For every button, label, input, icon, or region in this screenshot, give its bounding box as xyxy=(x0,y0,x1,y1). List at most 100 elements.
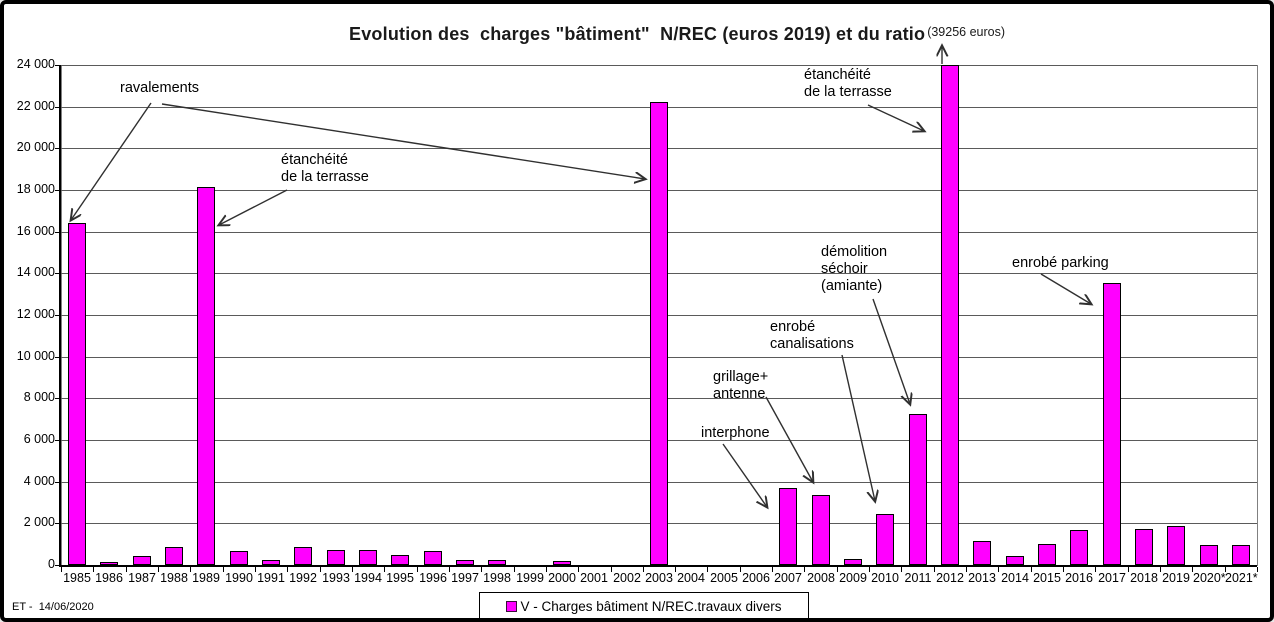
annotation-etancheite-terrasse-2012: étanchéité de la terrasse xyxy=(804,67,892,100)
x-axis-tick xyxy=(869,567,870,572)
x-axis-label-1989: 1989 xyxy=(192,571,220,585)
annotation-ravalements: ravalements xyxy=(120,80,199,96)
legend-series-marker-icon xyxy=(506,600,518,612)
x-axis-label-2010: 2010 xyxy=(871,571,899,585)
x-axis-label-2018: 2018 xyxy=(1130,571,1158,585)
bar-1987 xyxy=(133,556,151,565)
bar-1989 xyxy=(197,187,215,565)
x-axis-label-2016: 2016 xyxy=(1065,571,1093,585)
bar-2018 xyxy=(1135,529,1153,565)
x-axis-tick xyxy=(1128,567,1129,572)
x-axis-tick xyxy=(675,567,676,572)
x-axis-tick xyxy=(1095,567,1096,572)
x-axis-tick xyxy=(320,567,321,572)
x-axis-tick xyxy=(514,567,515,572)
x-axis-label-1990: 1990 xyxy=(225,571,253,585)
bar-2013 xyxy=(973,541,991,565)
x-axis-label-1997: 1997 xyxy=(451,571,479,585)
bar-2016 xyxy=(1070,530,1088,565)
y-axis-tick-20000 xyxy=(55,148,61,149)
y-axis-label-20000: 20 000 xyxy=(16,140,55,154)
y-axis-label-24000: 24 000 xyxy=(16,57,55,71)
x-axis-tick xyxy=(126,567,127,572)
bar-2000 xyxy=(553,561,571,565)
x-axis-tick xyxy=(158,567,159,572)
x-axis-tick xyxy=(707,567,708,572)
y-axis-tick-2000 xyxy=(55,523,61,524)
y-axis-label-0: 0 xyxy=(48,557,55,571)
x-axis-label-2008: 2008 xyxy=(807,571,835,585)
x-axis-label-2009: 2009 xyxy=(839,571,867,585)
bar-2008 xyxy=(812,495,830,565)
bar-2010 xyxy=(876,514,894,565)
annotation-interphone: interphone xyxy=(701,425,770,441)
y-axis-label-10000: 10 000 xyxy=(16,349,55,363)
y-axis-tick-0 xyxy=(55,565,61,566)
x-axis-label-1991: 1991 xyxy=(257,571,285,585)
x-axis-label-1988: 1988 xyxy=(160,571,188,585)
bar-1988 xyxy=(165,547,183,565)
x-axis-label-2006: 2006 xyxy=(742,571,770,585)
x-axis-label-2002: 2002 xyxy=(613,571,641,585)
y-axis-label-22000: 22 000 xyxy=(16,99,55,113)
y-axis-tick-14000 xyxy=(55,273,61,274)
annotation-enrobe-parking: enrobé parking xyxy=(1012,255,1109,271)
x-axis-label-1993: 1993 xyxy=(322,571,350,585)
x-axis-label-2007: 2007 xyxy=(774,571,802,585)
x-axis-tick xyxy=(901,567,902,572)
x-axis-label-2020*: 2020* xyxy=(1193,571,1226,585)
x-axis-tick xyxy=(223,567,224,572)
x-axis-label-2005: 2005 xyxy=(710,571,738,585)
x-axis-tick xyxy=(417,567,418,572)
y-axis-tick-10000 xyxy=(55,357,61,358)
y-axis-label-2000: 2 000 xyxy=(23,515,55,529)
y-axis-tick-4000 xyxy=(55,482,61,483)
x-axis-label-2019: 2019 xyxy=(1162,571,1190,585)
x-axis-label-2000: 2000 xyxy=(548,571,576,585)
annotation-etancheite-terrasse-1989: étanchéité de la terrasse xyxy=(281,152,369,185)
y-axis-tick-16000 xyxy=(55,232,61,233)
bar-2019 xyxy=(1167,526,1185,565)
x-axis-label-2012: 2012 xyxy=(936,571,964,585)
x-axis-label-1986: 1986 xyxy=(95,571,123,585)
y-axis-label-6000: 6 000 xyxy=(23,432,55,446)
x-axis-label-2015: 2015 xyxy=(1033,571,1061,585)
x-axis-label-1987: 1987 xyxy=(128,571,156,585)
bar-1997 xyxy=(456,560,474,565)
x-axis-label-1985: 1985 xyxy=(63,571,91,585)
x-axis-tick xyxy=(804,567,805,572)
x-axis-tick xyxy=(481,567,482,572)
x-axis-tick xyxy=(449,567,450,572)
x-axis-tick xyxy=(93,567,94,572)
x-axis-tick xyxy=(287,567,288,572)
bar-1986 xyxy=(100,562,118,565)
x-axis-tick xyxy=(934,567,935,572)
y-axis-label-14000: 14 000 xyxy=(16,265,55,279)
annotation-enrobe-canalisations: enrobé canalisations xyxy=(770,319,854,352)
x-axis-tick xyxy=(837,567,838,572)
bar-2003 xyxy=(650,102,668,565)
y-axis-tick-8000 xyxy=(55,398,61,399)
bar-1998 xyxy=(488,560,506,565)
x-axis-label-1999: 1999 xyxy=(516,571,544,585)
y-axis-label-12000: 12 000 xyxy=(16,307,55,321)
x-axis-label-2013: 2013 xyxy=(968,571,996,585)
y-axis-tick-18000 xyxy=(55,190,61,191)
y-axis-tick-22000 xyxy=(55,107,61,108)
bar-2007 xyxy=(779,488,797,565)
chart-title-peak-value: (39256 euros) xyxy=(927,25,1006,39)
x-axis-label-2021*: 2021* xyxy=(1225,571,1258,585)
bar-2020* xyxy=(1200,545,1218,565)
gridline-24000 xyxy=(61,65,1257,66)
x-axis-label-2003: 2003 xyxy=(645,571,673,585)
x-axis-tick xyxy=(740,567,741,572)
x-axis-tick xyxy=(1031,567,1032,572)
bar-1990 xyxy=(230,551,248,565)
x-axis-label-2004: 2004 xyxy=(677,571,705,585)
x-axis-label-1995: 1995 xyxy=(386,571,414,585)
x-axis-label-1992: 1992 xyxy=(289,571,317,585)
author-date-note: ET - 14/06/2020 xyxy=(12,601,94,613)
chart-title: Evolution des charges "bâtiment" N/REC (… xyxy=(349,24,926,44)
x-axis-label-2001: 2001 xyxy=(580,571,608,585)
y-axis-label-8000: 8 000 xyxy=(23,390,55,404)
